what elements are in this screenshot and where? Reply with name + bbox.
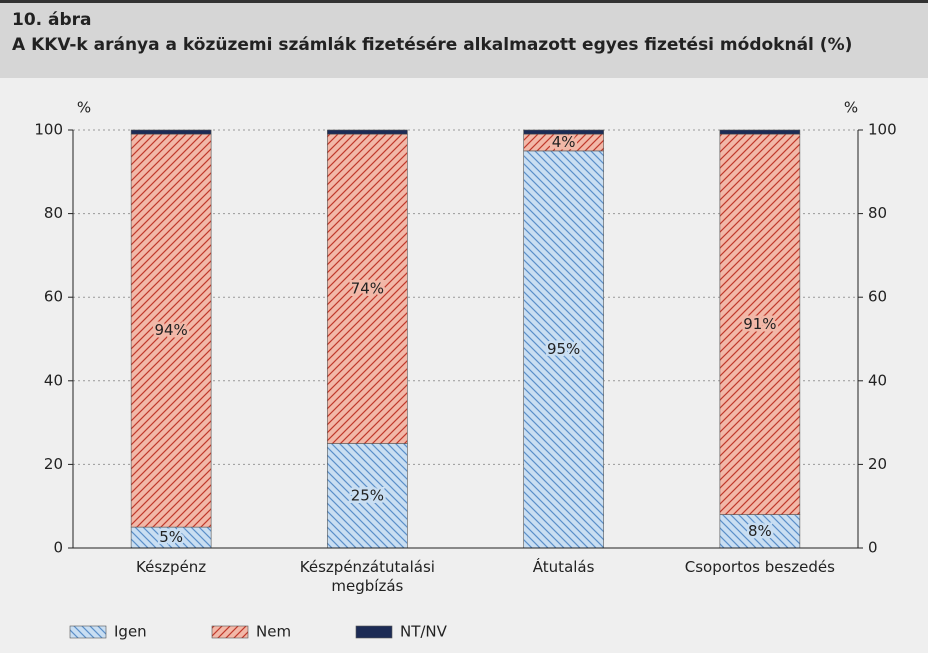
legend-swatch bbox=[355, 625, 393, 639]
bar-segment bbox=[130, 133, 212, 528]
y-tick-label: 80 bbox=[44, 204, 63, 222]
bar-segment bbox=[719, 129, 801, 135]
x-tick-label: Átutalás bbox=[532, 558, 595, 576]
y2-tick-label: 80 bbox=[868, 204, 887, 222]
chart-subtitle: A KKV-k aránya a közüzemi számlák fizeté… bbox=[12, 35, 853, 55]
bar-segment bbox=[327, 129, 408, 135]
data-label: 74% bbox=[351, 279, 384, 297]
y-tick-label: 60 bbox=[44, 288, 63, 306]
y-tick-label: 100 bbox=[34, 121, 63, 139]
y2-tick-label: 40 bbox=[868, 371, 887, 389]
legend-label: Igen bbox=[114, 623, 147, 641]
y2-tick-label: 0 bbox=[868, 539, 878, 557]
y2-tick-label: 20 bbox=[868, 455, 887, 473]
bar-segment bbox=[327, 443, 408, 549]
x-tick-label: Készpénzátutalási megbízás bbox=[299, 558, 435, 595]
data-label: 5% bbox=[159, 528, 183, 546]
chart-title: 10. ábra bbox=[12, 10, 92, 30]
data-label: 8% bbox=[748, 522, 772, 540]
data-label: 91% bbox=[743, 315, 776, 333]
data-label: 94% bbox=[154, 321, 187, 339]
data-label: 4% bbox=[552, 133, 576, 151]
header: 10. ábra A KKV-k aránya a közüzemi száml… bbox=[0, 0, 928, 78]
bar-segment bbox=[523, 150, 604, 549]
legend-label: NT/NV bbox=[400, 623, 448, 641]
bar-segment bbox=[719, 514, 801, 549]
bar-segment bbox=[130, 129, 212, 135]
legend-swatch bbox=[69, 625, 107, 639]
x-tick-label: Csoportos beszedés bbox=[684, 558, 835, 576]
y-tick-label: 20 bbox=[44, 455, 63, 473]
x-tick-label: Készpénz bbox=[136, 558, 207, 576]
y-tick-label: 40 bbox=[44, 371, 63, 389]
bar-segment bbox=[523, 129, 604, 135]
data-label: 95% bbox=[547, 340, 580, 358]
y2-axis-label: % bbox=[844, 99, 858, 117]
data-label: 25% bbox=[351, 486, 384, 504]
legend-swatch bbox=[211, 625, 249, 639]
legend-label: Nem bbox=[256, 623, 291, 641]
y-tick-label: 0 bbox=[53, 539, 63, 557]
y-axis-label: % bbox=[77, 99, 91, 117]
y2-tick-label: 100 bbox=[868, 121, 897, 139]
bar-segment bbox=[719, 133, 801, 515]
y2-tick-label: 60 bbox=[868, 288, 887, 306]
